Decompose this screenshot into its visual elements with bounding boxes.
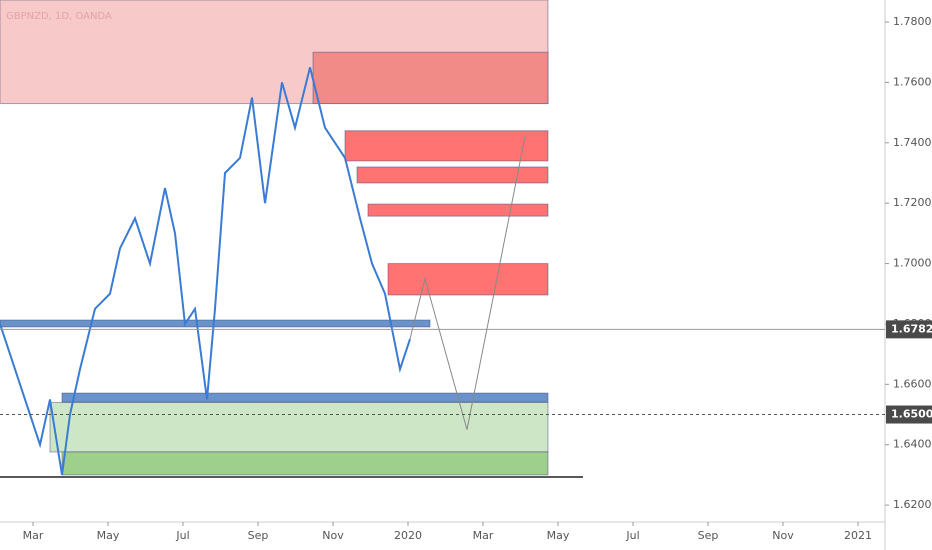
- price-label-box: [886, 405, 932, 424]
- zone: [312, 51, 549, 105]
- zone: [356, 166, 549, 184]
- x-tick-label: Sep: [698, 529, 719, 542]
- x-tick-label: Nov: [772, 529, 794, 542]
- zone: [49, 401, 549, 453]
- zone: [61, 451, 549, 476]
- watermark: GBPNZD, 1D, OANDA: [6, 11, 112, 22]
- price-label-box: [886, 320, 932, 339]
- x-tick-label: Sep: [248, 529, 269, 542]
- zone: [344, 130, 549, 162]
- y-tick-label: 1.78000: [893, 15, 932, 28]
- zone: [61, 392, 549, 403]
- x-tick-label: May: [97, 529, 120, 542]
- price-label: 1.65000: [891, 408, 932, 421]
- x-tick-label: Mar: [23, 529, 44, 542]
- zone: [387, 263, 549, 296]
- y-tick-label: 1.74000: [893, 136, 932, 149]
- x-tick-label: May: [547, 529, 570, 542]
- x-tick-label: 2021: [844, 529, 872, 542]
- x-tick-label: Jul: [625, 529, 639, 542]
- y-tick-label: 1.62000: [893, 498, 932, 511]
- y-tick-label: 1.64000: [893, 438, 932, 451]
- x-tick-label: Mar: [473, 529, 494, 542]
- x-tick-label: Nov: [322, 529, 344, 542]
- y-tick-label: 1.76000: [893, 75, 932, 88]
- y-tick-label: 1.66000: [893, 377, 932, 390]
- zone: [0, 319, 431, 328]
- projection-path: [409, 136, 526, 430]
- y-tick-label: 1.72000: [893, 196, 932, 209]
- y-tick-label: 1.70000: [893, 257, 932, 270]
- zone: [367, 203, 549, 217]
- x-tick-label: 2020: [394, 529, 422, 542]
- price-line: [0, 67, 411, 476]
- x-tick-label: Jul: [175, 529, 189, 542]
